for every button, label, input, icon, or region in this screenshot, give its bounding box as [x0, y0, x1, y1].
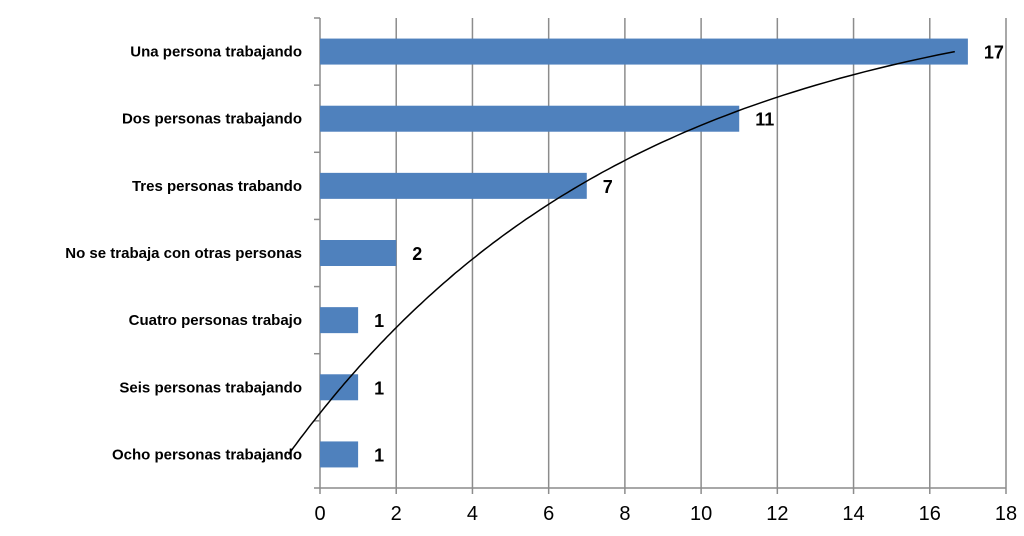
bar — [320, 240, 397, 266]
bar — [320, 38, 968, 65]
category-label: Seis personas trabajando — [119, 379, 302, 396]
trendline — [287, 50, 955, 455]
bar — [320, 105, 740, 132]
data-label: 2 — [412, 244, 422, 264]
bar — [320, 441, 359, 468]
x-tick-label: 0 — [314, 503, 325, 525]
bar — [320, 307, 359, 334]
bar — [320, 172, 587, 199]
category-label: No se trabaja con otras personas — [65, 245, 302, 262]
x-tick-label: 8 — [619, 503, 630, 525]
trendline-group — [287, 50, 955, 455]
bar — [320, 374, 359, 401]
category-label: Cuatro personas trabajo — [129, 312, 302, 329]
gridlines — [395, 18, 1007, 488]
data-label: 17 — [984, 43, 1004, 63]
data-label: 1 — [374, 378, 384, 398]
data-label: 11 — [755, 110, 774, 130]
x-tick-label: 18 — [995, 503, 1017, 525]
category-label: Dos personas trabajando — [122, 111, 302, 128]
x-tick-label: 14 — [842, 503, 864, 525]
x-tick-label: 2 — [391, 503, 402, 525]
category-label: Tres personas trabando — [132, 178, 302, 195]
x-tick-label: 6 — [543, 503, 554, 525]
x-tick-label: 16 — [919, 503, 941, 525]
bars — [320, 38, 968, 468]
x-tick-label: 4 — [467, 503, 478, 525]
data-label: 1 — [374, 311, 384, 331]
data-label: 7 — [603, 177, 613, 197]
x-tick-label: 12 — [766, 503, 788, 525]
data-label: 1 — [374, 445, 384, 465]
category-label: Ocho personas trabajando — [112, 446, 302, 463]
x-tick-label: 10 — [690, 503, 712, 525]
category-label: Una persona trabajando — [130, 44, 302, 61]
